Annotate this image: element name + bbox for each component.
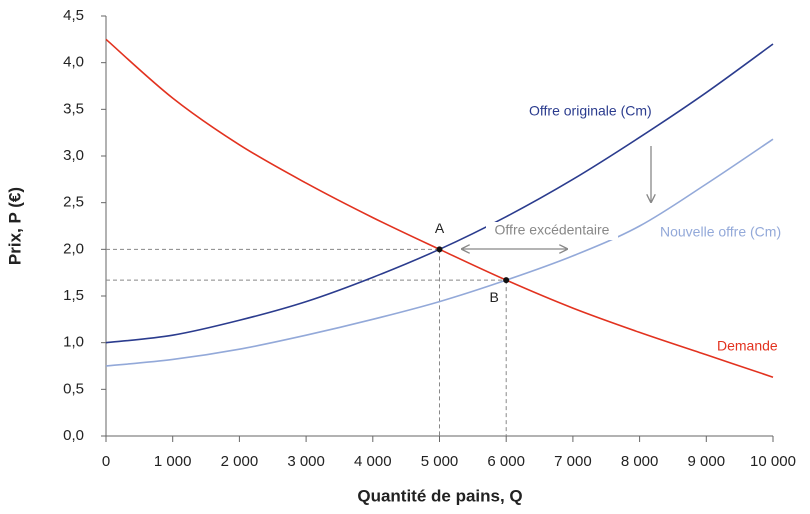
series-label: Offre originale (Cm) xyxy=(529,103,652,119)
x-tick-label: 9 000 xyxy=(688,453,726,470)
y-tick-label: 0,0 xyxy=(63,427,84,444)
x-tick-label: 1 000 xyxy=(154,453,192,470)
x-axis-label: Quantité de pains, Q xyxy=(357,486,522,505)
series-line xyxy=(105,43,774,344)
equilibrium-point xyxy=(503,277,510,284)
y-tick-label: 1,0 xyxy=(63,334,84,351)
annotation: Offre excédentaire xyxy=(495,222,610,238)
series-line xyxy=(105,138,774,367)
x-tick-label: 3 000 xyxy=(287,453,325,470)
x-tick-label: 6 000 xyxy=(487,453,525,470)
x-tick-label: 2 000 xyxy=(221,453,259,470)
equilibrium-point xyxy=(436,246,443,253)
series-label: Demande xyxy=(717,338,778,354)
y-tick-label: 2,5 xyxy=(63,194,84,211)
y-tick-label: 3,5 xyxy=(63,100,84,117)
y-tick-label: 4,5 xyxy=(63,7,84,24)
y-tick-label: 4,0 xyxy=(63,54,84,71)
x-tick-label: 0 xyxy=(102,453,110,470)
y-tick-label: 0,5 xyxy=(63,380,84,397)
y-tick-label: 3,0 xyxy=(63,147,84,164)
y-tick-label: 2,0 xyxy=(63,240,84,257)
x-tick-label: 8 000 xyxy=(621,453,659,470)
annotation-bg xyxy=(486,222,618,240)
x-tick-label: 4 000 xyxy=(354,453,392,470)
y-axis-label: Prix, P (€) xyxy=(5,187,24,265)
point-label: B xyxy=(490,289,499,305)
series-label: Nouvelle offre (Cm) xyxy=(660,224,781,240)
x-tick-label: 10 000 xyxy=(750,453,796,470)
x-tick-label: 5 000 xyxy=(421,453,459,470)
point-label: A xyxy=(435,220,445,236)
x-tick-label: 7 000 xyxy=(554,453,592,470)
y-tick-label: 1,5 xyxy=(63,287,84,304)
